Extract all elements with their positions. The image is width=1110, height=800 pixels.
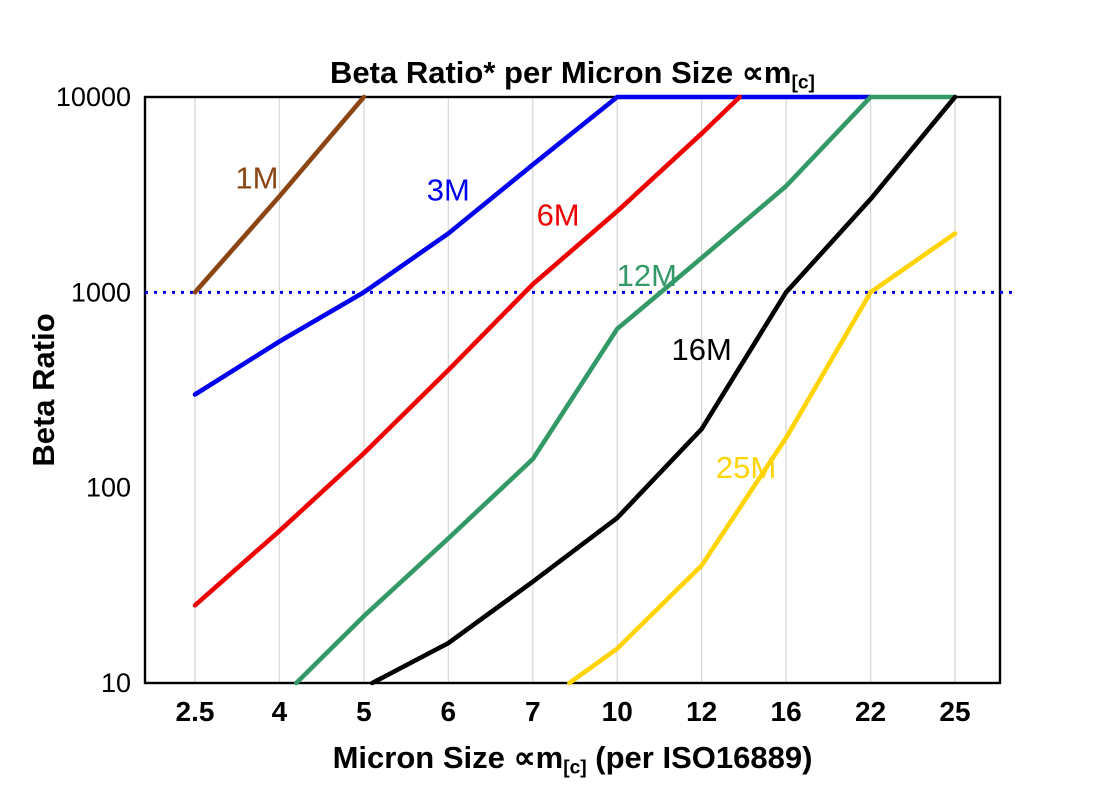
x-axis-label-symbol: ∝m: [513, 740, 564, 775]
y-tick-10000: 10000: [56, 82, 131, 112]
x-axis-label: Micron Size ∝m[c] (per ISO16889): [145, 740, 1000, 779]
series-line-25M: [567, 231, 958, 686]
x-tick-12: 12: [686, 696, 717, 727]
y-tick-1000: 1000: [71, 277, 131, 307]
x-tick-4: 4: [272, 696, 288, 727]
chart-title: Beta Ratio* per Micron Size ∝m[c]: [145, 55, 1000, 94]
series-label-16M: 16M: [672, 332, 732, 367]
y-tick-10: 10: [101, 668, 131, 698]
series-group: [192, 94, 958, 686]
series-label-6M: 6M: [537, 197, 580, 232]
chart-title-subscript: [c]: [791, 72, 815, 94]
series-label-12M: 12M: [617, 258, 677, 293]
x-tick-10: 10: [602, 696, 633, 727]
y-tick-100: 100: [86, 473, 131, 503]
x-tick-2.5: 2.5: [176, 696, 215, 727]
x-tick-16: 16: [771, 696, 802, 727]
x-tick-22: 22: [855, 696, 886, 727]
series-line-3M: [192, 94, 873, 397]
chart-title-text: Beta Ratio* per Micron Size: [330, 55, 742, 90]
x-tick-25: 25: [939, 696, 970, 727]
series-line-6M: [192, 94, 743, 608]
x-axis-label-suffix: (per ISO16889): [586, 740, 813, 775]
x-axis-label-text: Micron Size: [332, 740, 514, 775]
series-line-16M: [369, 94, 958, 686]
x-tick-6: 6: [441, 696, 457, 727]
series-label-3M: 3M: [427, 173, 470, 208]
chart-title-symbol: ∝m: [741, 55, 792, 90]
series-line-12M: [293, 94, 958, 686]
series-label-25M: 25M: [716, 450, 776, 485]
series-line-1M: [192, 94, 367, 295]
series-label-1M: 1M: [235, 161, 278, 196]
x-tick-5: 5: [356, 696, 372, 727]
x-axis-label-subscript: [c]: [563, 757, 587, 779]
x-tick-7: 7: [525, 696, 541, 727]
